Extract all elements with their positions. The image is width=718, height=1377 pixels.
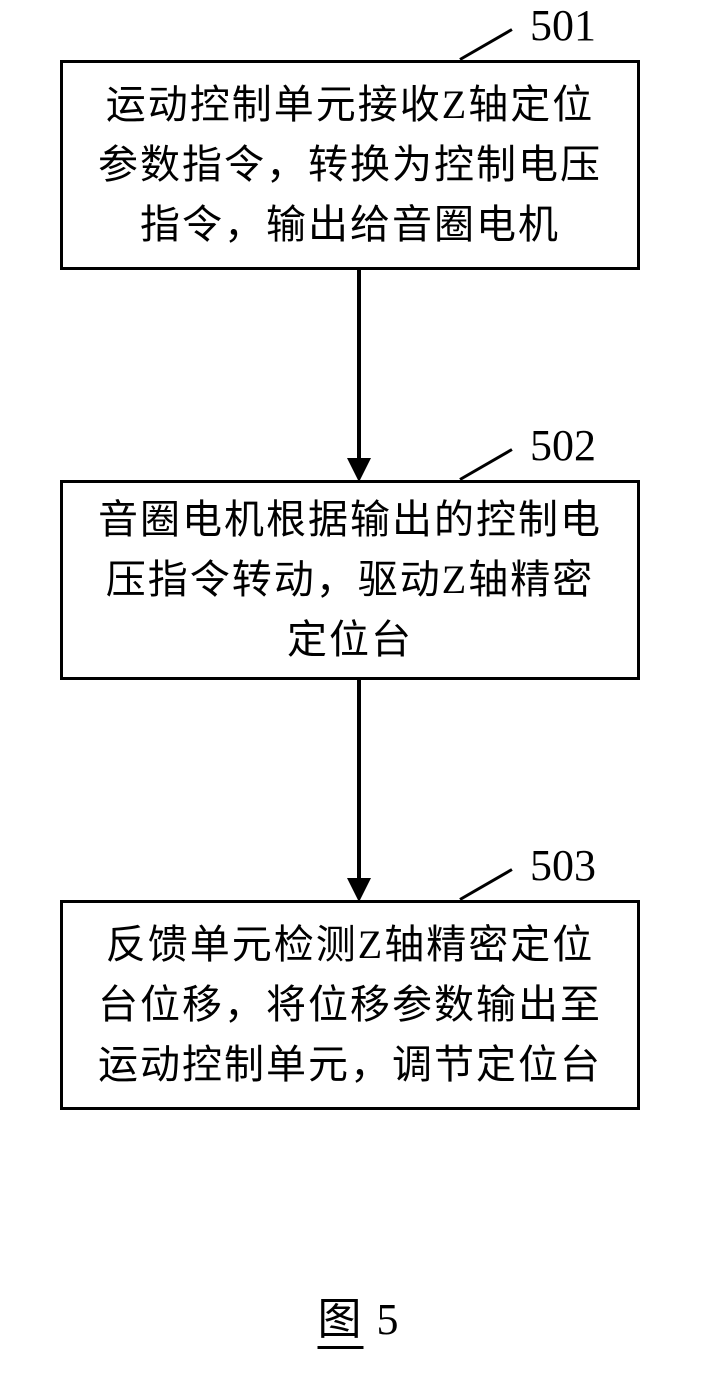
flowchart-container: 运动控制单元接收Z轴定位参数指令，转换为控制电压指令，输出给音圈电机 501 音…: [0, 0, 718, 1377]
arrow-2-3-line: [357, 680, 361, 880]
flow-step-3-text: 反馈单元检测Z轴精密定位台位移，将位移参数输出至运动控制单元，调节定位台: [87, 915, 613, 1095]
leader-line-1: [459, 28, 512, 61]
flow-step-2: 音圈电机根据输出的控制电压指令转动，驱动Z轴精密定位台: [60, 480, 640, 680]
leader-line-3: [459, 868, 512, 901]
label-501: 501: [530, 0, 596, 51]
flow-step-2-text: 音圈电机根据输出的控制电压指令转动，驱动Z轴精密定位台: [87, 490, 613, 670]
flow-step-1: 运动控制单元接收Z轴定位参数指令，转换为控制电压指令，输出给音圈电机: [60, 60, 640, 270]
arrow-1-2-line: [357, 270, 361, 460]
flow-step-1-text: 运动控制单元接收Z轴定位参数指令，转换为控制电压指令，输出给音圈电机: [87, 75, 613, 255]
caption-prefix: 图: [318, 1295, 364, 1349]
caption-number: 5: [377, 1295, 401, 1344]
label-503: 503: [530, 840, 596, 891]
arrow-1-2-head: [347, 458, 371, 482]
arrow-2-3-head: [347, 878, 371, 902]
figure-caption: 图 5: [318, 1283, 401, 1347]
label-502: 502: [530, 420, 596, 471]
leader-line-2: [459, 448, 512, 481]
flow-step-3: 反馈单元检测Z轴精密定位台位移，将位移参数输出至运动控制单元，调节定位台: [60, 900, 640, 1110]
